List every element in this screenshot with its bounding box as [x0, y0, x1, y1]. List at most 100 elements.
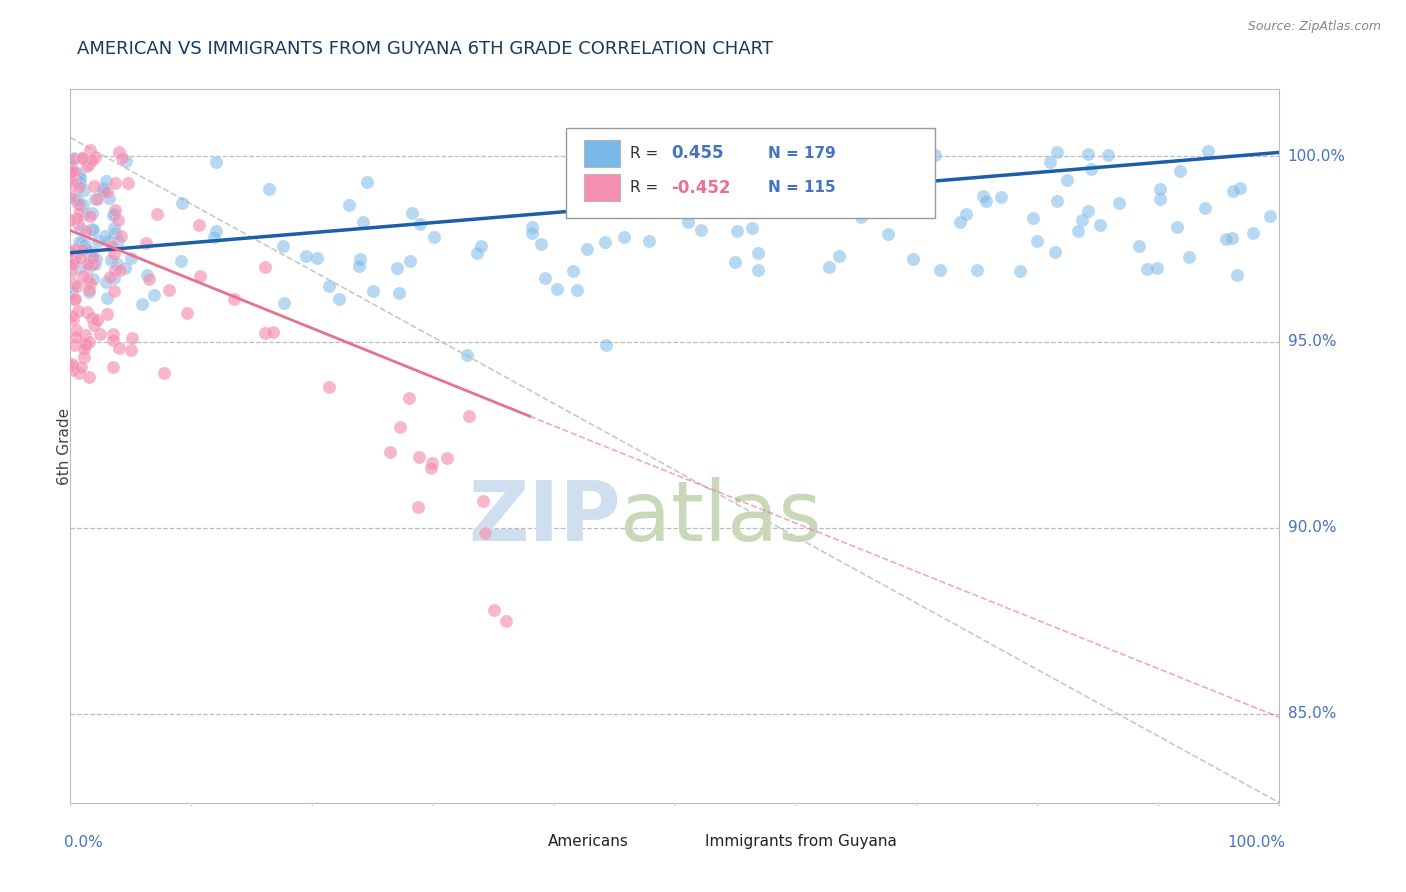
Point	[60, 252, 83, 266]
Point	[103, 247, 125, 261]
Point	[595, 235, 617, 249]
Point	[202, 229, 225, 244]
Point	[121, 331, 143, 345]
Point	[100, 253, 122, 268]
Point	[84, 150, 107, 164]
Point	[305, 252, 328, 266]
Bar	[585, 140, 620, 167]
Point	[115, 153, 138, 168]
Point	[108, 341, 131, 355]
Point	[104, 226, 127, 240]
Point	[67, 235, 90, 249]
Point	[408, 217, 430, 231]
Point	[69, 180, 91, 194]
Point	[1136, 262, 1159, 277]
Point	[66, 303, 89, 318]
Point	[76, 159, 98, 173]
Point	[101, 360, 124, 375]
Point	[103, 271, 125, 285]
Point	[73, 342, 96, 356]
Point	[949, 214, 972, 228]
Point	[704, 171, 727, 186]
Point	[72, 351, 94, 365]
Point	[146, 207, 169, 221]
Point	[63, 252, 86, 267]
Point	[458, 409, 481, 424]
Point	[1043, 244, 1066, 259]
Point	[253, 260, 276, 274]
Point	[1080, 162, 1102, 177]
Point	[80, 222, 103, 236]
Point	[966, 262, 988, 277]
Point	[107, 213, 129, 227]
Point	[294, 248, 316, 262]
Point	[72, 268, 94, 283]
Point	[73, 238, 96, 252]
Point	[337, 198, 360, 212]
Point	[972, 189, 994, 203]
Point	[262, 325, 284, 339]
Point	[567, 283, 589, 297]
Text: N = 115: N = 115	[768, 180, 835, 195]
Point	[62, 178, 84, 192]
Point	[530, 237, 553, 252]
Point	[120, 252, 142, 266]
Point	[63, 151, 86, 165]
Point	[60, 309, 83, 323]
Text: Source: ZipAtlas.com: Source: ZipAtlas.com	[1247, 20, 1381, 33]
Point	[101, 239, 124, 253]
Point	[77, 285, 100, 299]
Point	[755, 172, 778, 186]
Point	[613, 229, 636, 244]
Point	[80, 244, 103, 259]
Point	[73, 336, 96, 351]
Point	[66, 211, 89, 225]
Point	[63, 169, 86, 183]
Point	[62, 152, 84, 166]
Point	[762, 203, 785, 218]
Point	[101, 208, 124, 222]
Point	[63, 277, 86, 292]
Point	[76, 305, 98, 319]
Point	[696, 150, 718, 164]
Point	[65, 330, 87, 344]
Point	[120, 343, 142, 357]
Point	[1168, 164, 1191, 178]
Point	[1222, 184, 1244, 198]
Point	[1067, 224, 1090, 238]
Point	[82, 252, 104, 266]
Text: 100.0%: 100.0%	[1227, 835, 1285, 850]
Point	[690, 223, 713, 237]
Point	[65, 244, 87, 259]
Point	[575, 243, 598, 257]
Point	[76, 257, 98, 271]
Point	[318, 379, 340, 393]
Text: Americans: Americans	[548, 834, 628, 849]
Point	[96, 307, 118, 321]
Point	[702, 143, 724, 157]
Point	[63, 191, 86, 205]
Point	[73, 207, 96, 221]
Point	[94, 229, 117, 244]
Point	[84, 257, 107, 271]
Point	[1229, 181, 1251, 195]
Point	[67, 366, 90, 380]
Point	[135, 236, 157, 251]
Point	[60, 256, 83, 270]
Point	[924, 148, 946, 162]
Point	[69, 171, 91, 186]
Point	[69, 176, 91, 190]
Point	[1128, 239, 1150, 253]
Text: 95.0%: 95.0%	[1288, 334, 1336, 350]
Point	[974, 194, 997, 208]
Text: atlas: atlas	[620, 477, 823, 558]
Point	[70, 236, 93, 251]
Point	[741, 221, 763, 235]
Point	[1025, 234, 1047, 248]
Point	[725, 224, 748, 238]
Point	[1258, 209, 1281, 223]
Point	[349, 252, 371, 266]
Point	[62, 362, 84, 376]
Point	[60, 357, 83, 371]
Point	[406, 500, 429, 514]
